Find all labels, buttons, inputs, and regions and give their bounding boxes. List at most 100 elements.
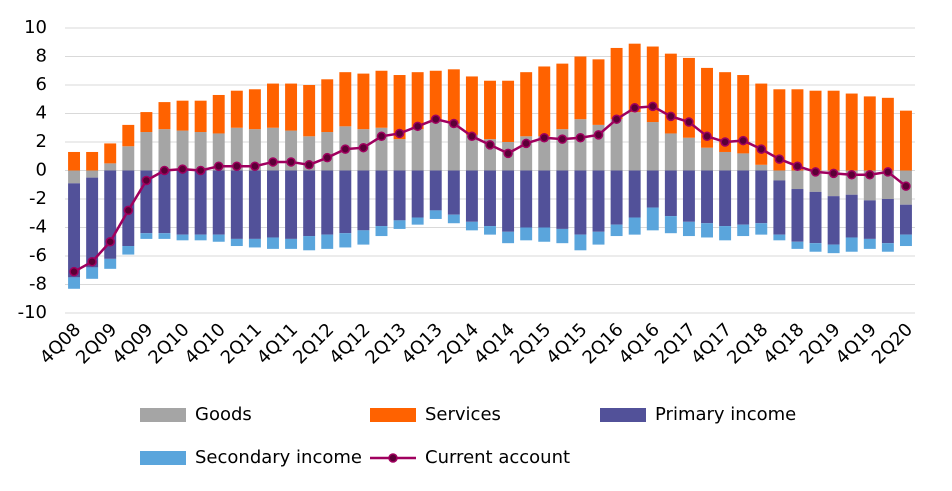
x-tick-label: 4Q12	[325, 319, 374, 368]
y-tick-label: -4	[29, 217, 47, 238]
bar-segment	[212, 234, 225, 242]
bar-segment	[375, 226, 388, 237]
bar-segment	[375, 170, 388, 227]
bar-segment	[520, 136, 533, 171]
bar-segment	[122, 246, 135, 255]
bar-segment	[520, 170, 533, 228]
bar-segment	[393, 139, 406, 171]
bar-segment	[628, 170, 641, 218]
bar-segment	[339, 233, 352, 248]
line-marker	[503, 148, 513, 159]
bar-segment	[791, 89, 804, 171]
legend-swatch	[140, 408, 186, 422]
bar-segment	[628, 43, 641, 113]
line-marker	[340, 144, 351, 154]
bar-segment	[86, 170, 99, 178]
line-marker	[232, 161, 242, 171]
bar-segment	[538, 136, 551, 171]
bar-segment	[484, 170, 496, 227]
line-marker	[376, 131, 387, 142]
bar-segment	[465, 76, 478, 135]
x-tick-label: 2Q12	[289, 319, 338, 368]
x-tick-label: 4Q08	[36, 319, 85, 368]
line-marker	[720, 137, 730, 147]
bar-segment	[86, 177, 99, 268]
legend-swatch	[600, 408, 646, 422]
bar-segment	[158, 170, 171, 234]
bar-segment	[68, 277, 81, 289]
bar-segment	[447, 123, 460, 171]
x-tick-label: 4Q13	[398, 319, 447, 368]
bar-segment	[773, 234, 786, 241]
bar-segment	[755, 170, 768, 224]
bar-segment	[465, 221, 478, 231]
bar-segment	[646, 46, 659, 123]
bar-segment	[682, 137, 695, 171]
line-marker	[268, 157, 278, 167]
bar-segment	[447, 214, 460, 224]
bar-segment	[701, 147, 713, 171]
line-marker	[177, 164, 188, 174]
bar-segment	[230, 170, 243, 239]
x-tick-label: 2Q15	[506, 319, 555, 368]
line-marker	[394, 128, 405, 139]
line-marker	[593, 130, 604, 140]
line-marker	[756, 144, 767, 154]
x-tick-label: 2Q09	[72, 319, 121, 368]
bar-segment	[628, 217, 641, 235]
bar-segment	[68, 170, 81, 184]
line-marker	[792, 161, 803, 171]
bar-segment	[375, 70, 388, 128]
x-tick-label: 2Q10	[144, 319, 193, 368]
bar-segment	[104, 163, 117, 171]
bar-segment	[809, 170, 822, 192]
line-marker	[883, 167, 893, 177]
bar-segment	[303, 136, 316, 171]
line-marker	[810, 167, 821, 177]
bar-segment	[845, 93, 858, 171]
bar-segment	[592, 124, 605, 171]
bar-segment	[863, 238, 876, 249]
bar-segment	[339, 72, 352, 127]
bar-segment	[538, 227, 551, 242]
bar-segment	[574, 170, 587, 235]
bar-segment	[755, 83, 768, 165]
bar-segment	[827, 170, 840, 197]
bar-segment	[791, 170, 804, 190]
line-marker	[738, 135, 748, 146]
x-tick-label: 2Q18	[723, 319, 772, 368]
bar-segment	[484, 139, 496, 171]
bar-segment	[737, 75, 750, 154]
bar-segment	[212, 133, 225, 171]
bar-segment	[827, 90, 840, 171]
x-tick-label: 2Q19	[796, 319, 845, 368]
line-marker	[87, 256, 97, 267]
bar-segment	[484, 80, 496, 140]
line-marker	[105, 237, 115, 247]
bar-segment	[140, 170, 153, 234]
bar-segment	[502, 170, 515, 232]
bar-segment	[484, 226, 496, 235]
bar-segment	[393, 170, 406, 221]
x-tick-label: 4Q17	[687, 319, 736, 368]
bar-segment	[303, 236, 316, 251]
bar-segment	[664, 170, 677, 217]
line-marker	[611, 114, 622, 124]
line-marker	[629, 103, 640, 113]
line-marker	[684, 117, 694, 127]
bar-segment	[140, 132, 153, 171]
x-tick-label: 2Q20	[868, 319, 917, 368]
line-marker	[430, 114, 441, 124]
bar-segment	[140, 233, 153, 239]
line-marker	[557, 134, 568, 144]
line-marker	[575, 132, 586, 143]
bar-segment	[701, 170, 713, 224]
line-marker	[467, 131, 477, 142]
x-tick-label: 4Q14	[470, 319, 519, 368]
bar-segment	[429, 170, 442, 211]
bar-segment	[719, 226, 732, 241]
bar-segment	[321, 132, 334, 171]
bar-segment	[248, 238, 261, 248]
line-marker	[521, 138, 531, 149]
